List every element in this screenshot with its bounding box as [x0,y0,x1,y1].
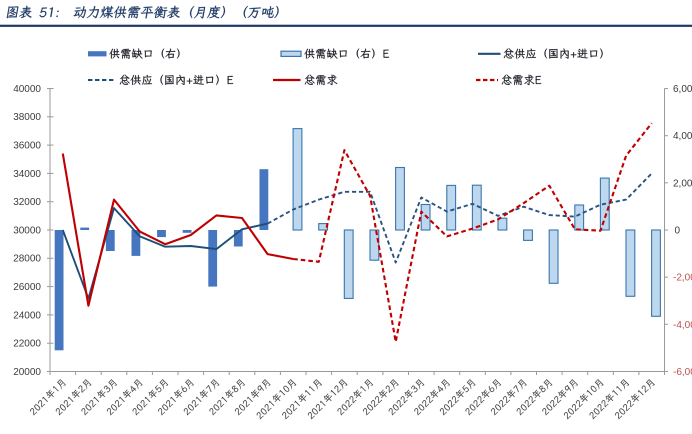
svg-text:32000: 32000 [13,197,41,208]
svg-text:22000: 22000 [13,339,41,350]
svg-text:40000: 40000 [13,84,41,95]
svg-text:38000: 38000 [13,112,41,123]
svg-text:-2,000: -2,000 [673,273,692,284]
svg-text:6,000: 6,000 [673,84,692,95]
svg-text:24000: 24000 [13,310,41,321]
svg-text:2,000: 2,000 [673,178,692,189]
svg-text:28000: 28000 [13,254,41,265]
svg-text:-4,000: -4,000 [673,320,692,331]
svg-text:26000: 26000 [13,282,41,293]
svg-text:34000: 34000 [13,169,41,180]
svg-text:36000: 36000 [13,141,41,152]
svg-text:-6,000: -6,000 [673,367,692,378]
svg-text:30000: 30000 [13,225,41,236]
svg-text:4,000: 4,000 [673,131,692,142]
svg-text:0: 0 [675,226,681,237]
svg-text:20000: 20000 [13,367,41,378]
